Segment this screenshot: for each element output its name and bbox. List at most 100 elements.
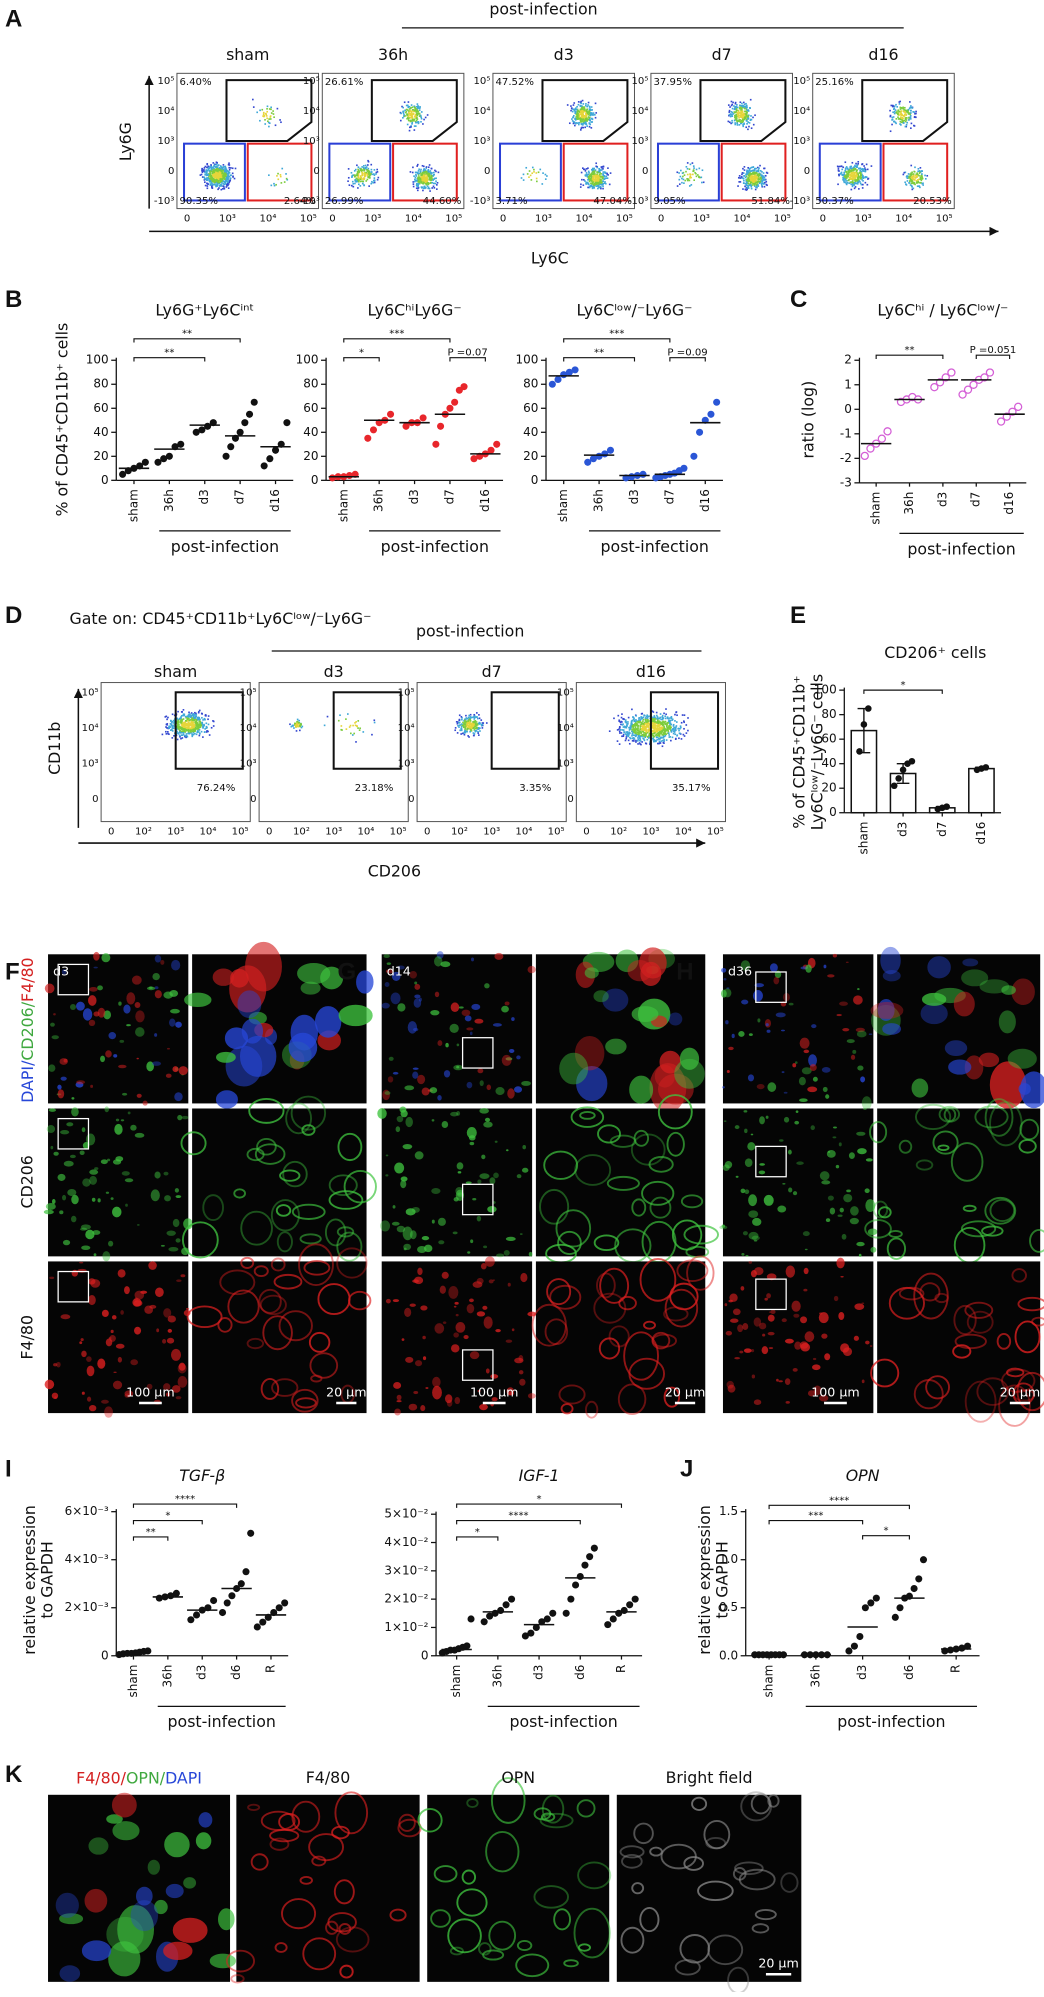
dot xyxy=(352,725,354,727)
dot xyxy=(536,181,538,183)
y-tick-label: 10⁴ xyxy=(631,106,648,117)
header: post-infection xyxy=(489,0,597,19)
dot xyxy=(906,122,908,124)
dot xyxy=(183,709,185,711)
x-tick-label: 10² xyxy=(293,827,310,838)
dot xyxy=(201,168,203,170)
dot xyxy=(637,743,639,745)
dot xyxy=(188,718,190,720)
dot xyxy=(631,723,633,725)
dot xyxy=(850,184,852,186)
dot xyxy=(591,121,593,123)
dot xyxy=(909,178,911,180)
dot xyxy=(297,719,299,721)
dot xyxy=(429,170,431,172)
y-tick-label: 10⁵ xyxy=(557,688,574,699)
dot xyxy=(586,172,588,174)
dot xyxy=(224,170,226,172)
dot xyxy=(845,174,847,176)
data-point xyxy=(986,369,993,376)
dot xyxy=(471,723,473,725)
dot xyxy=(463,723,465,725)
dot xyxy=(643,725,645,727)
dot xyxy=(182,719,184,721)
dot xyxy=(355,741,357,743)
dot xyxy=(901,114,903,116)
dot xyxy=(677,185,679,187)
panel-letter: A xyxy=(5,6,22,33)
dot xyxy=(749,107,751,109)
dot xyxy=(412,106,414,108)
x-tick-label: 10³ xyxy=(364,214,381,225)
dot xyxy=(913,111,915,113)
dot xyxy=(626,727,628,729)
gate-percent: 76.24% xyxy=(197,783,236,794)
dot xyxy=(476,724,478,726)
dot xyxy=(687,174,689,176)
dot xyxy=(635,723,637,725)
dot xyxy=(227,179,229,181)
dot xyxy=(842,166,844,168)
dot xyxy=(910,110,912,112)
dot xyxy=(738,111,740,113)
dot xyxy=(533,171,535,173)
dot xyxy=(220,165,222,167)
dot xyxy=(589,124,591,126)
dot xyxy=(417,164,419,166)
dot xyxy=(414,179,416,181)
dot xyxy=(224,174,226,176)
dot xyxy=(179,726,181,728)
dot xyxy=(181,715,183,717)
dot xyxy=(602,180,604,182)
dot xyxy=(185,723,187,725)
dot xyxy=(660,728,662,730)
dot xyxy=(270,185,272,187)
dot xyxy=(285,173,287,175)
dot xyxy=(417,105,419,107)
dot xyxy=(457,732,459,734)
dot xyxy=(366,175,368,177)
dot xyxy=(461,726,463,728)
dot xyxy=(214,181,216,183)
dot xyxy=(201,722,203,724)
dot xyxy=(729,121,731,123)
dot xyxy=(355,178,357,180)
y-tick-label: 10⁴ xyxy=(473,106,490,117)
dot xyxy=(855,168,857,170)
dot xyxy=(678,172,680,174)
dot xyxy=(685,724,687,726)
dot xyxy=(578,101,580,103)
dot xyxy=(847,167,849,169)
dot xyxy=(179,735,181,737)
dot xyxy=(855,163,857,165)
dot xyxy=(684,735,686,737)
dot xyxy=(571,118,573,120)
dot xyxy=(589,186,591,188)
dot xyxy=(746,171,748,173)
dot xyxy=(843,172,845,174)
dot xyxy=(354,722,356,724)
dot xyxy=(473,722,475,724)
dot xyxy=(587,112,589,114)
y-axis-label: Ly6G xyxy=(116,122,135,161)
dot xyxy=(852,162,854,164)
dot xyxy=(912,182,914,184)
dot xyxy=(600,186,602,188)
dot xyxy=(408,101,410,103)
dot xyxy=(676,711,678,713)
dot xyxy=(595,117,597,119)
dot xyxy=(418,177,420,179)
dot xyxy=(689,173,691,175)
dot xyxy=(698,168,700,170)
dot xyxy=(761,175,763,177)
dot xyxy=(586,124,588,126)
dot xyxy=(376,169,378,171)
dot xyxy=(905,117,907,119)
dot xyxy=(897,109,899,111)
dot xyxy=(899,103,901,105)
dot xyxy=(425,117,427,119)
dot xyxy=(852,184,854,186)
dot xyxy=(925,178,927,180)
dot xyxy=(898,101,900,103)
dot xyxy=(367,164,369,166)
